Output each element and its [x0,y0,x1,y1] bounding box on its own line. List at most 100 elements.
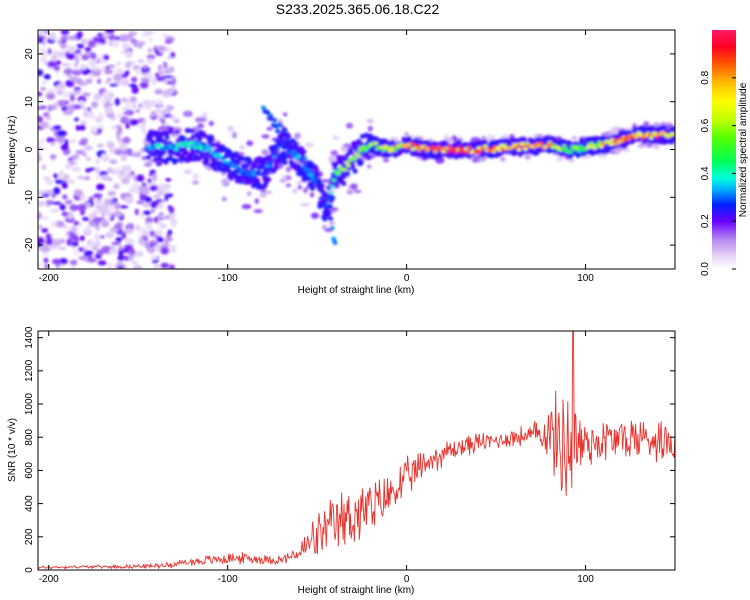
ridge-core [649,136,654,140]
ridge-core [458,147,464,151]
noise-blob [114,202,121,210]
noise-blob [56,130,67,137]
noise-blob [58,258,68,265]
noise-blob [50,208,60,213]
noise-blob [124,195,134,204]
ridge-outer [227,149,233,155]
noise-blob [145,72,153,79]
noise-blob [98,37,106,42]
noise-blob [60,30,70,36]
halo-blob [283,112,288,117]
halo-blob [279,178,287,183]
noise-blob [141,104,149,109]
secondary-ridge-blob [282,127,288,133]
noise-blob [102,218,108,225]
ridge-outer [268,157,274,163]
noise-blob [45,178,54,186]
noise-blob [87,114,96,119]
ridge-outer [521,136,527,142]
noise-blob [125,50,133,59]
noise-blob [50,140,56,146]
ridge-outer [326,211,332,217]
halo-blob [610,129,618,133]
noise-blob [150,255,158,261]
ridge-core [252,169,258,173]
ridge-outer [490,153,496,158]
halo-blob [366,118,374,124]
ridge-outer [376,151,382,157]
ridge-core [331,178,337,182]
colorbar-tick-label: 0.0 [700,262,711,276]
noise-blob [41,193,50,198]
ridge-core [220,156,226,160]
ridge-core [164,147,169,151]
spectrogram-field [38,30,675,269]
ridge-outer [198,154,204,160]
noise-blob [116,132,121,141]
noise-blob [119,205,129,209]
ridge-outer [247,159,253,164]
halo-blob [259,189,267,194]
ridge-core [489,147,494,151]
noise-blob [164,70,171,74]
ridge-outer [276,140,282,146]
noise-blob [48,105,57,111]
noise-blob [147,178,152,183]
noise-blob [139,81,149,89]
noise-blob [142,64,149,71]
ridge-outer [671,137,675,142]
noise-blob [66,45,77,54]
ridge-core [463,147,469,151]
noise-blob [129,119,139,126]
colorbar-tick-label: 0.6 [700,118,711,132]
noise-blob [117,173,127,180]
noise-blob [50,154,56,161]
noise-blob [107,190,117,197]
ridge-outer [348,149,354,155]
ridge-core [515,145,520,149]
noise-blob [149,185,158,192]
ridge-core [323,208,329,213]
noise-blob [96,143,104,148]
secondary-ridge-blob [260,105,266,111]
noise-blob [160,64,166,73]
noise-blob [121,178,130,185]
noise-blob [89,51,95,59]
halo-blob [330,150,339,156]
noise-blob [94,233,101,241]
noise-blob [64,178,72,182]
halo-blob [241,204,252,210]
x-tick-label: -200 [39,273,59,284]
ridge-core [595,143,601,147]
ridge-core [352,156,358,161]
ridge-core [405,146,411,150]
ridge-core [235,164,240,168]
y-tick-label: 10 [24,96,35,108]
ridge-core [568,150,573,154]
noise-blob [116,113,122,118]
ridge-core [244,174,250,178]
noise-blob [77,175,84,180]
ridge-outer [173,158,179,164]
noise-blob [109,115,117,121]
noise-blob [91,125,99,132]
noise-blob [116,61,121,66]
x-tick-label: -200 [39,574,59,585]
ridge-outer [309,186,316,191]
noise-blob [111,241,121,246]
noise-blob [94,240,101,249]
noise-blob [153,195,161,199]
ridge-outer [278,136,284,142]
noise-blob [38,225,44,229]
noise-blob [97,128,103,134]
halo-blob [571,136,578,141]
noise-blob [114,98,121,106]
ridge-core [320,197,325,201]
noise-blob [159,214,168,218]
ridge-outer [273,162,279,168]
noise-blob [146,57,154,64]
ridge-outer [512,137,518,143]
noise-blob [153,264,162,268]
halo-blob [285,166,291,173]
